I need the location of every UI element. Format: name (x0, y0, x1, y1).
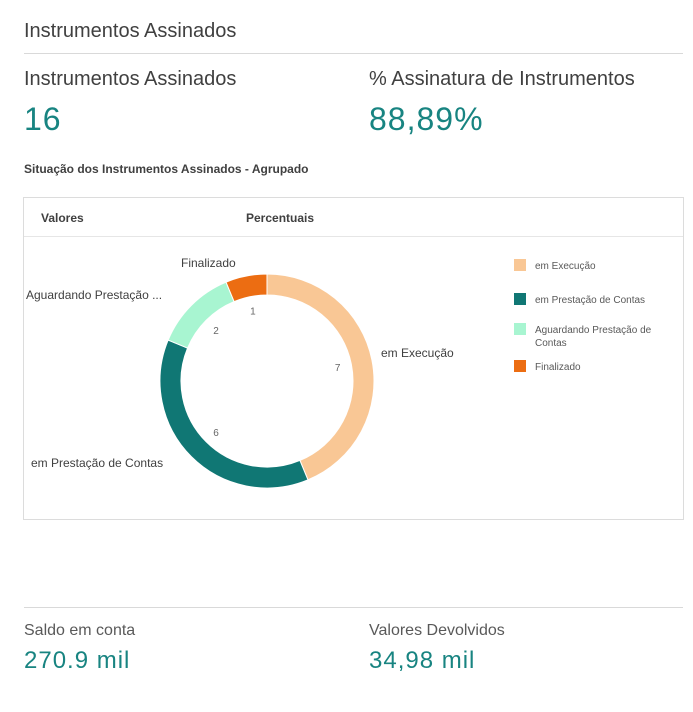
legend-label-2-line2: Contas (535, 338, 567, 349)
saldo-label: Saldo em conta (24, 622, 136, 639)
chart-tabs: Valores Percentuais (24, 198, 683, 237)
donut-slice-label-0: em Execução (381, 346, 454, 360)
kpi-signed-label: Instrumentos Assinados (24, 68, 237, 90)
donut-slice-1[interactable] (159, 339, 309, 489)
legend-swatch-1 (514, 293, 526, 305)
donut-value-label-0: 7 (335, 363, 341, 374)
legend-item-0[interactable]: em Execução (514, 259, 596, 272)
bottom-divider (24, 607, 683, 608)
donut-slice-label-1: em Prestação de Contas (31, 456, 163, 470)
chart-container: Valores Percentuais 7 em Execução 6 em Pres… (23, 197, 684, 520)
kpi-signed-value: 16 (24, 101, 62, 137)
saldo-value: 270.9 mil (24, 647, 131, 674)
chart-title: Situação dos Instrumentos Assinados - Ag… (24, 162, 309, 176)
legend-label-2: Aguardando Prestação de (535, 325, 652, 336)
legend-label-3: Finalizado (535, 362, 581, 373)
legend-swatch-0 (514, 259, 526, 271)
donut-slice-0[interactable] (266, 273, 375, 481)
legend-label-0: em Execução (535, 261, 596, 272)
section-title: Instrumentos Assinados (24, 20, 237, 42)
tab-percentuais[interactable]: Percentuais (246, 211, 315, 225)
legend-item-3[interactable]: Finalizado (514, 360, 581, 373)
donut-slice-3[interactable] (225, 273, 268, 303)
devolvidos-label: Valores Devolvidos (369, 622, 505, 639)
donut-slice-label-3: Finalizado (181, 256, 236, 270)
legend-item-1[interactable]: em Prestação de Contas (514, 293, 645, 306)
kpi-pct-value: 88,89% (369, 101, 484, 137)
donut-value-label-1: 6 (213, 428, 219, 439)
donut-slice-label-2: Aguardando Prestação ... (26, 288, 162, 302)
legend-swatch-3 (514, 360, 526, 372)
devolvidos-value: 34,98 mil (369, 647, 476, 674)
legend-item-2[interactable]: Aguardando Prestação de Contas (514, 323, 652, 349)
kpi-pct-label: % Assinatura de Instrumentos (369, 68, 635, 90)
donut-value-label-2: 2 (213, 326, 219, 337)
donut-chart: 7 em Execução 6 em Prestação de Contas 2 Agua… (26, 256, 652, 489)
tab-valores[interactable]: Valores (41, 211, 84, 225)
donut-value-label-3: 1 (250, 306, 256, 317)
legend-swatch-2 (514, 323, 526, 335)
section-divider (24, 53, 683, 54)
legend-label-1: em Prestação de Contas (535, 295, 645, 306)
donut-slice-2[interactable] (167, 281, 235, 349)
